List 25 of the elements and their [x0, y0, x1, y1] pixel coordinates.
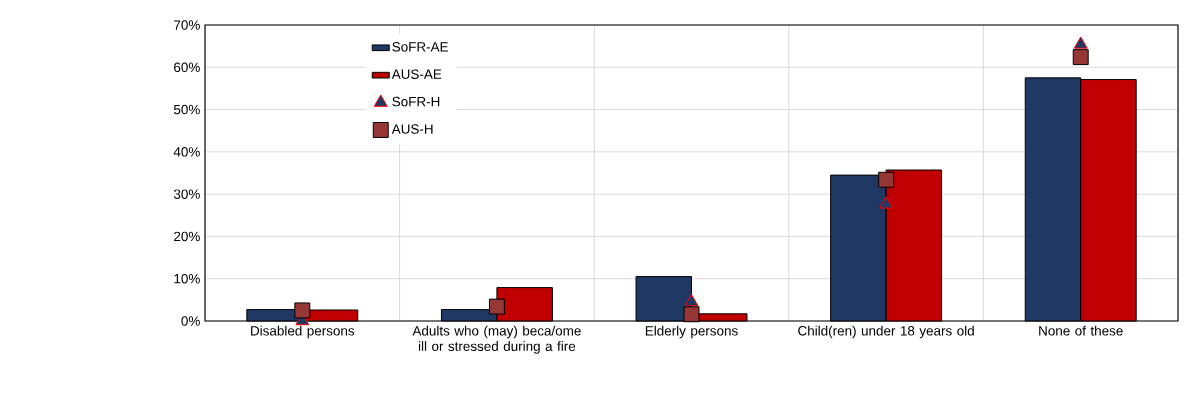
- x-tick-label: Child(ren) under 18 years old: [798, 325, 974, 339]
- point: [488, 298, 505, 315]
- point: [684, 294, 699, 307]
- point: [878, 171, 895, 188]
- y-tick-label: 60%: [174, 62, 200, 73]
- x-tick-label: Disabled persons: [251, 325, 355, 339]
- y-tick-label: 10%: [174, 273, 200, 284]
- y-tick-label: 50%: [173, 104, 200, 115]
- point: [1073, 36, 1088, 49]
- x-tick-label: None of these: [1039, 325, 1123, 336]
- point: [1072, 49, 1089, 66]
- y-tick-label: 0%: [181, 316, 200, 326]
- y-tick-label: 40%: [173, 147, 200, 157]
- legend-label: AUS-AE: [391, 69, 442, 79]
- x-tick-label: Adults who (may) beca/ome ill or stressed during a fire: [412, 325, 581, 354]
- point: [294, 302, 311, 319]
- y-tick-label: 20%: [174, 231, 200, 242]
- y-tick-label: 30%: [173, 189, 200, 199]
- point: [683, 306, 700, 323]
- legend-label: SoFR-AE: [392, 42, 448, 52]
- y-tick-label: 70%: [174, 20, 200, 30]
- legend-label: SoFR-H: [392, 96, 440, 107]
- x-tick-label: Elderly persons: [645, 325, 738, 339]
- legend-label: AUS-H: [391, 124, 433, 134]
- point: [879, 196, 894, 209]
